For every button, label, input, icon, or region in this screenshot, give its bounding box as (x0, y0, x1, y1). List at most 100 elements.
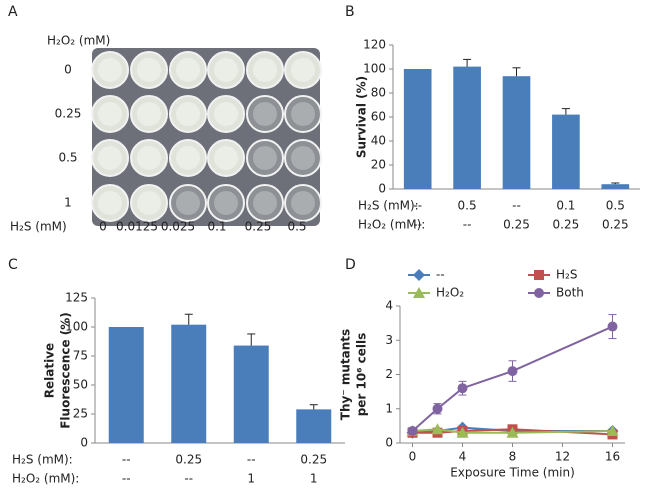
condition-value: -- (122, 453, 131, 467)
y-tick-label: 0 (378, 182, 386, 196)
well-inner (137, 146, 161, 170)
condition-value: 1 (310, 472, 318, 486)
well-inner (253, 191, 277, 215)
y-axis-label: Survival (%) (355, 76, 369, 158)
condition-label: H₂S (mM): (12, 453, 73, 467)
condition-value: 0.1 (556, 199, 575, 213)
condition-value: -- (247, 453, 256, 467)
condition-value: -- (184, 472, 193, 486)
y-tick-label: 2 (385, 367, 393, 381)
y-tick-label: 1 (385, 401, 393, 415)
y-tick-label: 100 (363, 62, 386, 76)
well-inner (98, 146, 122, 170)
bar (453, 66, 481, 189)
error-bar (247, 333, 256, 346)
bar (296, 409, 332, 443)
condition-value: -- (413, 218, 422, 232)
condition-value: -- (122, 472, 131, 486)
x-tick-label: 16 (605, 450, 620, 464)
x-axis-label: Exposure Time (min) (450, 466, 575, 480)
well-inner (214, 146, 238, 170)
row-label: 0.5 (58, 151, 77, 165)
column-label: 0.1 (207, 220, 226, 234)
y-tick-label: 0 (385, 436, 393, 450)
well-inner (291, 146, 315, 170)
y-tick-label: 125 (65, 291, 88, 305)
condition-value: -- (463, 218, 472, 232)
column-label: 0.025 (161, 220, 195, 234)
marker (607, 321, 618, 332)
condition-value: 0.5 (606, 199, 625, 213)
bar (502, 76, 531, 189)
column-label: 0.5 (287, 220, 306, 234)
y-tick-label: 3 (385, 333, 393, 347)
well-inner (176, 58, 200, 82)
bar (108, 327, 144, 443)
well-inner (98, 102, 122, 126)
condition-value: 0.25 (175, 453, 202, 467)
legend-label: -- (436, 268, 445, 282)
x-tick-label: 12 (555, 450, 570, 464)
condition-value: 0.25 (553, 218, 580, 232)
condition-label: H₂O₂ (mM): (358, 218, 425, 232)
condition-label: H₂O₂ (mM): (12, 472, 79, 486)
y-axis-label: per 10⁶ cells (355, 333, 369, 417)
bar (552, 114, 580, 189)
bar (403, 69, 432, 189)
y-tick-label: 40 (371, 134, 386, 148)
well-inner (137, 58, 161, 82)
condition-value: 0.5 (458, 199, 477, 213)
y-tick-label: 120 (363, 38, 386, 52)
condition-value: -- (413, 199, 422, 213)
panel-label: A (8, 4, 18, 20)
well-inner (214, 102, 238, 126)
marker (506, 426, 519, 438)
well-inner (253, 102, 277, 126)
error-bar (463, 58, 472, 67)
y-tick-label: 50 (73, 378, 88, 392)
well-inner (253, 58, 277, 82)
marker (507, 366, 518, 377)
legend-label: H₂S (556, 268, 577, 282)
y-tick-label: 75 (73, 349, 88, 363)
well-inner (137, 102, 161, 126)
x-tick-label: 0 (409, 450, 417, 464)
marker (606, 425, 619, 437)
marker (431, 423, 444, 435)
y-axis-label: Relative (43, 343, 57, 398)
x-tick-label: 8 (509, 450, 517, 464)
column-title: H₂S (mM) (10, 220, 67, 234)
y-tick-label: 100 (65, 320, 88, 334)
marker (432, 403, 443, 414)
well-inner (176, 191, 200, 215)
x-tick-label: 4 (459, 450, 467, 464)
y-axis-label: Thy⁻ mutants (339, 329, 353, 420)
error-bar (611, 182, 620, 185)
condition-value: 1 (247, 472, 255, 486)
well-inner (176, 102, 200, 126)
panel-label: C (8, 257, 18, 273)
condition-value: 0.25 (602, 218, 629, 232)
row-title: H₂O₂ (mM) (47, 34, 110, 48)
error-bar (561, 108, 570, 115)
well-inner (98, 191, 122, 215)
marker (407, 426, 418, 437)
error-bar (309, 404, 318, 410)
marker (456, 426, 469, 438)
well-inner (137, 191, 161, 215)
well-inner (176, 146, 200, 170)
marker (534, 288, 544, 298)
well-inner (214, 191, 238, 215)
wells (91, 51, 322, 222)
well-inner (291, 102, 315, 126)
bar (171, 324, 207, 443)
marker (457, 383, 468, 394)
condition-label: H₂S (mM): (358, 199, 419, 213)
condition-value: -- (512, 199, 521, 213)
well-inner (98, 58, 122, 82)
y-tick-label: 80 (371, 86, 386, 100)
y-tick-label: 20 (371, 158, 386, 172)
column-label: 0.25 (245, 220, 272, 234)
legend-label: Both (556, 286, 584, 300)
